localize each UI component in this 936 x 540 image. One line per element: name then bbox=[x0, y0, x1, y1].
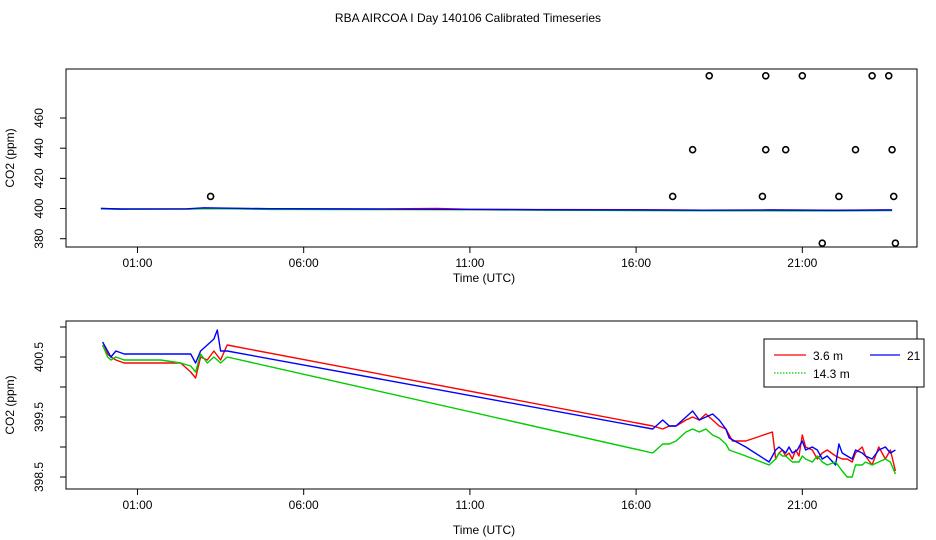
top-plot-frame bbox=[65, 68, 918, 248]
top-y-tick-label: 440 bbox=[32, 138, 46, 158]
legend: 3.6 m 21 14.3 m bbox=[763, 338, 925, 388]
top-outlier-point bbox=[688, 145, 697, 154]
top-x-axis-label: Time (UTC) bbox=[453, 271, 515, 285]
top-outlier-point bbox=[835, 192, 843, 201]
top-outlier-point bbox=[705, 71, 714, 80]
bottom-x-tick-label: 01:00 bbox=[122, 498, 152, 512]
bottom-y-tick-label: 400.5 bbox=[32, 342, 46, 372]
top-outlier-point bbox=[818, 239, 827, 248]
bottom-panel: 01:00 06:00 11:00 16:00 21:00 398.5 399.5 400.… bbox=[3, 320, 925, 537]
bottom-series-line-14.3m bbox=[101, 344, 897, 478]
bottom-x-tick-label: 21:00 bbox=[787, 498, 817, 512]
bottom-plot-frame bbox=[65, 320, 918, 490]
top-y-tick-label: 400 bbox=[32, 198, 46, 218]
top-y-axis: 380 400 420 440 460 bbox=[32, 108, 66, 249]
bottom-x-tick-label: 06:00 bbox=[289, 498, 319, 512]
top-outlier-point bbox=[761, 71, 770, 80]
top-panel: 01:00 06:00 11:00 16:00 21:00 380 400 420 440 46… bbox=[3, 68, 918, 285]
bottom-y-tick-label: 399.5 bbox=[32, 402, 46, 432]
top-outlier-point bbox=[798, 71, 807, 80]
bottom-x-tick-label: 11:00 bbox=[455, 498, 484, 512]
top-outlier-point bbox=[206, 192, 215, 201]
top-outlier-point bbox=[668, 192, 677, 201]
bottom-series-line-3.6m bbox=[101, 344, 897, 472]
top-outlier-point bbox=[884, 71, 893, 80]
top-series-group bbox=[100, 207, 893, 212]
top-outlier-group bbox=[206, 71, 900, 248]
top-outlier-point bbox=[889, 192, 898, 201]
top-series-line-0000ff bbox=[100, 207, 893, 211]
top-x-tick-label: 01:00 bbox=[122, 256, 152, 270]
top-outlier-point bbox=[758, 192, 767, 201]
top-outlier-point bbox=[761, 145, 770, 154]
legend-box bbox=[763, 338, 925, 388]
top-x-tick-label: 21:00 bbox=[787, 256, 817, 270]
top-outlier-point bbox=[888, 145, 896, 154]
top-x-tick-label: 11:00 bbox=[455, 256, 484, 270]
top-y-axis-label: CO2 (ppm) bbox=[3, 128, 17, 187]
top-x-tick-label: 16:00 bbox=[621, 256, 651, 270]
bottom-y-axis: 398.5 399.5 400.5 bbox=[32, 326, 66, 492]
bottom-y-tick-label: 398.5 bbox=[32, 462, 46, 492]
top-outlier-point bbox=[868, 71, 876, 80]
chart-title: RBA AIRCOA I Day 140106 Calibrated Times… bbox=[335, 11, 601, 25]
bottom-x-tick-label: 16:00 bbox=[621, 498, 651, 512]
top-y-tick-label: 420 bbox=[32, 168, 46, 188]
top-outlier-point bbox=[851, 145, 860, 154]
bottom-x-axis-label: Time (UTC) bbox=[453, 523, 515, 537]
top-y-tick-label: 380 bbox=[32, 228, 46, 248]
bottom-x-axis: 01:00 06:00 11:00 16:00 21:00 bbox=[122, 489, 818, 512]
top-x-tick-label: 06:00 bbox=[289, 256, 319, 270]
top-y-tick-label: 460 bbox=[32, 108, 46, 128]
legend-label-14.3m: 14.3 m bbox=[813, 367, 850, 381]
top-x-axis: 01:00 06:00 11:00 16:00 21:00 bbox=[122, 247, 818, 270]
top-outlier-point bbox=[891, 239, 900, 248]
top-outlier-point bbox=[781, 145, 790, 154]
legend-label-21: 21 bbox=[907, 349, 921, 363]
bottom-series-line-21 bbox=[101, 329, 896, 466]
bottom-series-group bbox=[101, 329, 897, 478]
legend-label-3.6m: 3.6 m bbox=[813, 349, 843, 363]
bottom-y-axis-label: CO2 (ppm) bbox=[3, 375, 17, 434]
